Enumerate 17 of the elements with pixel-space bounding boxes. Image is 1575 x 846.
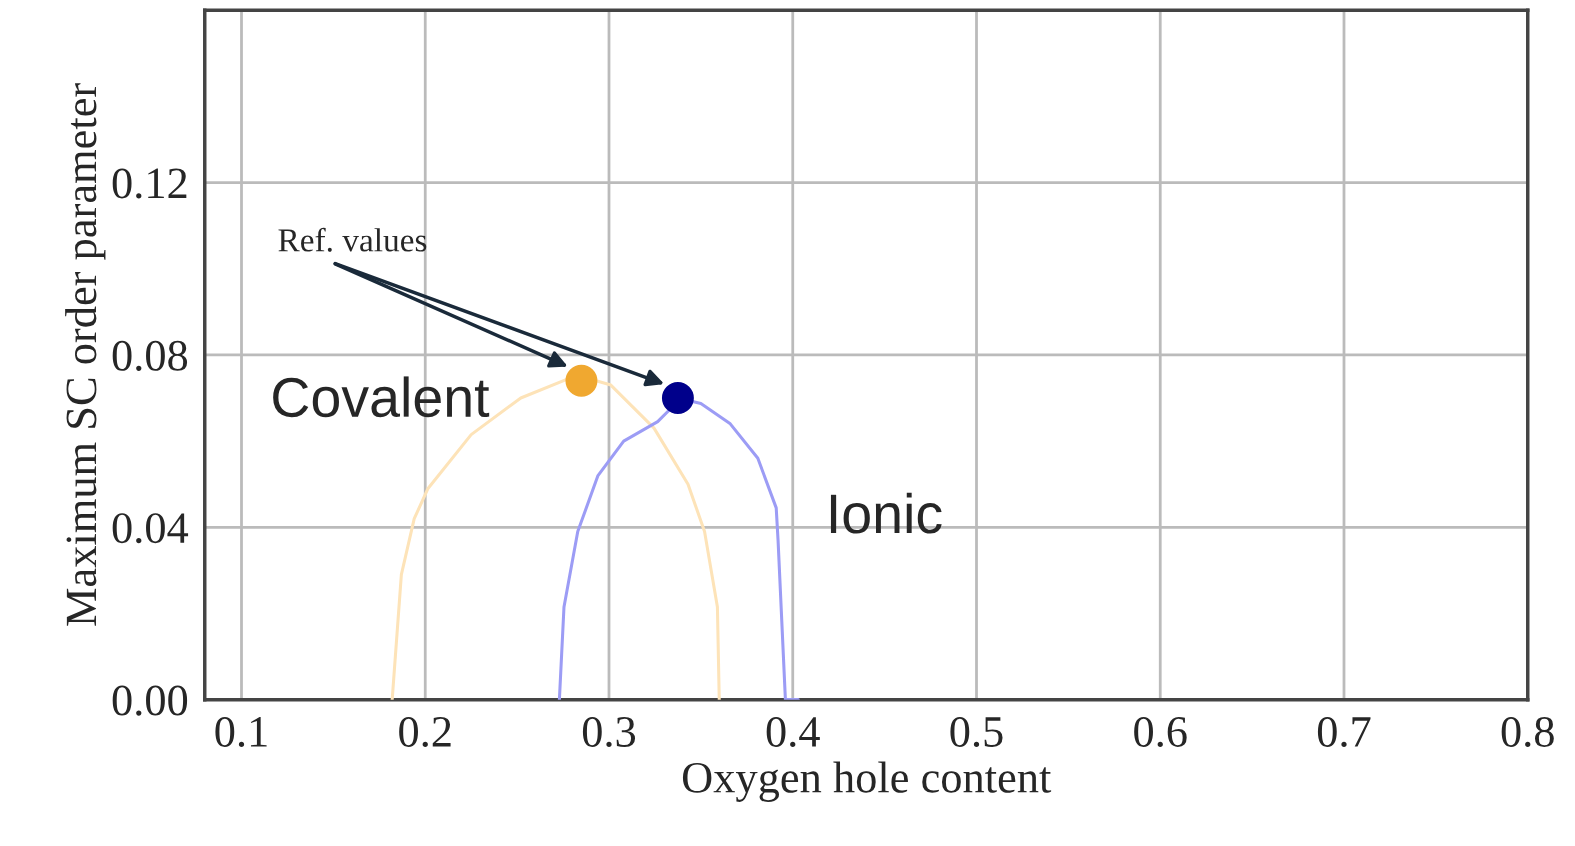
- x-tick-label: 0.7: [1317, 716, 1371, 748]
- x-tick-label: 0.3: [582, 716, 636, 748]
- y-tick-label: 0.04: [112, 513, 189, 544]
- x-tick-label: 0.1: [215, 716, 267, 748]
- series-label: Covalent: [273, 376, 490, 418]
- annotation: Ref. values: [278, 227, 427, 252]
- series-label: Ionic: [830, 492, 942, 534]
- x-axis-title: Oxygen hole content: [682, 761, 1052, 802]
- y-tick-label: 0.00: [112, 685, 188, 716]
- x-tick-label: 0.2: [399, 716, 451, 748]
- y-axis-title: Maximum SC order parameter: [65, 83, 106, 626]
- x-tick-label: 0.5: [950, 716, 1003, 748]
- y-tick-label: 0.12: [112, 168, 187, 199]
- x-tick-label: 0.4: [766, 716, 820, 748]
- y-tick-label: 0.08: [112, 340, 188, 371]
- x-tick-label: 0.8: [1501, 716, 1554, 748]
- x-tick-label: 0.6: [1134, 716, 1187, 748]
